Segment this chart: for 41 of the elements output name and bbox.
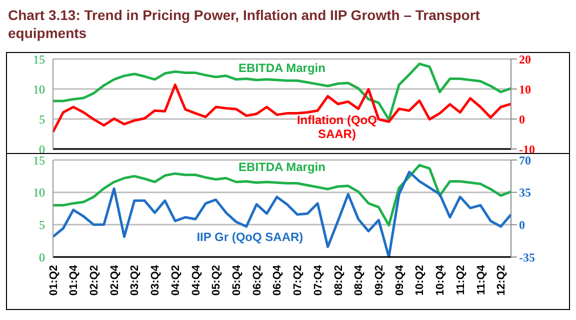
line-series	[52, 164, 512, 227]
y2-tick-label: -35	[519, 250, 535, 264]
y2-tick-label: 20	[519, 52, 531, 66]
series-label: EBITDA Margin	[238, 160, 326, 174]
x-tick-label: 05:Q4	[231, 264, 244, 296]
x-tick-label: 01:Q2	[48, 265, 60, 296]
x-tick-label: 02:Q2	[88, 265, 101, 296]
y2-tick-label: 0	[519, 112, 525, 126]
y-tick-label: 5	[39, 112, 45, 126]
y2-tick-label: 10	[519, 82, 531, 96]
y-tick-label: 0	[39, 250, 45, 264]
x-tick-label: 02:Q4	[108, 264, 121, 296]
series-label: EBITDA Margin	[238, 60, 326, 75]
y2-tick-label: 35	[519, 186, 531, 200]
y-tick-label: 10	[33, 82, 45, 96]
x-tick-label: 08:Q2	[332, 265, 345, 296]
y-tick-label: 10	[33, 186, 45, 200]
y-tick-label: 5	[39, 218, 45, 232]
x-tick-label: 05:Q2	[210, 265, 223, 296]
x-tick-label: 08:Q4	[353, 264, 366, 296]
chart-title: Chart 3.13: Trend in Pricing Power, Inflation and IIP Growth – Transport equipments	[7, 6, 481, 43]
x-tick-label: 03:Q2	[129, 265, 142, 296]
x-tick-label: 06:Q4	[272, 264, 284, 296]
series-label: IIP Gr (QoQ SAAR)	[196, 230, 304, 244]
x-tick-label: 07:Q4	[312, 264, 324, 296]
x-tick-label: 10:Q4	[434, 264, 447, 296]
x-tick-label: 10:Q2	[414, 265, 426, 296]
x-tick-label: 07:Q2	[292, 265, 304, 296]
series-label: Inflation (QoQ SAAR)	[296, 113, 378, 141]
y2-tick-label: 0	[519, 218, 525, 232]
x-tick-label: 04:Q2	[170, 265, 182, 296]
x-tick-label: 04:Q4	[190, 264, 202, 296]
x-tick-label: 09:Q2	[374, 265, 386, 296]
x-tick-label: 03:Q4	[150, 264, 162, 296]
x-tick-label: 01:Q4	[68, 264, 80, 296]
x-tick-label: 12:Q2	[496, 265, 508, 296]
x-tick-label: 09:Q4	[394, 264, 406, 296]
x-tick-label: 11:Q4	[475, 264, 488, 295]
y-tick-label: 15	[33, 52, 45, 66]
x-tick-label: 06:Q2	[251, 265, 264, 296]
x-tick-label: 11:Q2	[454, 265, 467, 295]
